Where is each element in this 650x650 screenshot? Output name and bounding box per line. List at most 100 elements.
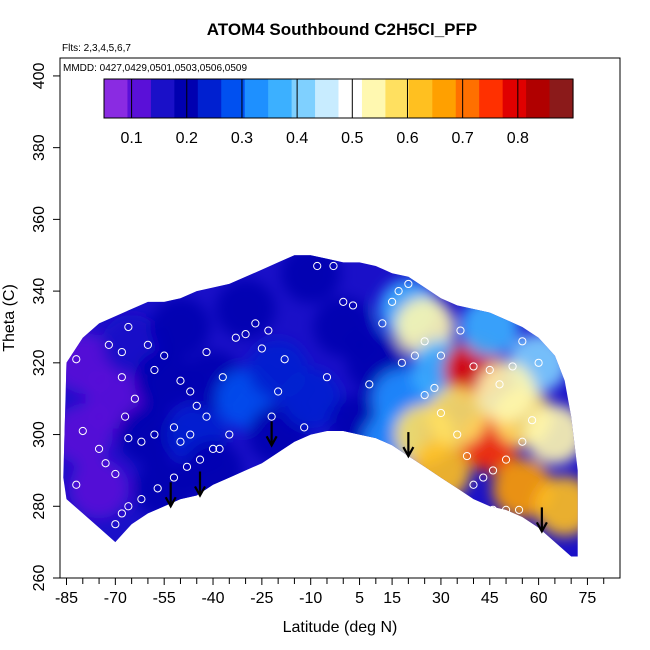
colorbar-segment — [127, 79, 152, 118]
arrow-marker — [535, 507, 548, 534]
sample-point — [488, 505, 498, 514]
sample-point — [365, 380, 374, 389]
sample-point — [322, 373, 332, 382]
colorbar-segment — [549, 79, 574, 118]
sample-point — [202, 347, 211, 357]
sample-point — [137, 495, 146, 504]
x-tick-label: -10 — [299, 590, 322, 607]
sample-point — [121, 412, 130, 421]
field-cell — [134, 350, 195, 411]
sample-point — [469, 362, 478, 371]
sample-point — [501, 505, 511, 514]
colorbar-tick-label: 0.1 — [120, 130, 142, 147]
field-cell — [524, 404, 578, 465]
colorbar-segment — [315, 79, 340, 118]
sample-point — [124, 434, 133, 443]
sample-point — [78, 426, 87, 436]
sample-point — [241, 330, 250, 339]
sample-point — [329, 261, 338, 271]
sample-point — [186, 387, 195, 396]
sample-point — [387, 297, 397, 306]
plot-area — [59, 57, 621, 579]
colorbar-tick-label: 0.2 — [176, 130, 198, 147]
y-tick-label: 360 — [31, 206, 48, 233]
sample-point — [231, 333, 240, 342]
sample-point — [225, 430, 234, 439]
sample-point — [420, 337, 429, 346]
sample-point — [485, 365, 494, 375]
sample-point — [195, 455, 205, 464]
field-cell — [215, 279, 276, 340]
y-tick-label: 280 — [31, 493, 48, 520]
colorbar-tick-label: 0.8 — [507, 130, 529, 147]
colorbar-tick-label: 0.5 — [341, 130, 363, 147]
sample-point — [215, 444, 224, 453]
sample-point — [160, 351, 169, 360]
field-cell — [150, 296, 211, 357]
sample-point — [182, 462, 192, 471]
y-tick-label: 380 — [31, 134, 48, 161]
sample-point — [267, 412, 276, 421]
sample-point — [124, 502, 133, 511]
colorbar-segment — [502, 79, 527, 118]
sample-point — [514, 505, 524, 514]
sample-point — [518, 337, 527, 346]
sample-point — [137, 437, 146, 446]
colorbar-segment — [268, 79, 293, 118]
sample-point — [186, 430, 195, 439]
sample-point — [101, 459, 110, 468]
chart-title: ATOM4 Southbound C2H5Cl_PFP — [207, 20, 477, 39]
sample-point — [348, 301, 358, 310]
field-cell — [280, 368, 341, 429]
sample-point — [436, 408, 446, 418]
x-tick-label: 15 — [383, 590, 401, 607]
colorbar-segment — [291, 79, 316, 118]
colorbar-segment — [244, 79, 269, 118]
sample-point — [410, 351, 419, 360]
sample-point — [339, 297, 348, 306]
sample-point — [257, 344, 266, 353]
sample-point — [436, 351, 446, 360]
sample-point — [192, 401, 201, 410]
colorbar-segment — [361, 79, 386, 118]
sample-point — [169, 473, 179, 482]
sample-point — [153, 484, 162, 493]
sample-point — [117, 509, 126, 518]
sample-point — [117, 347, 126, 357]
y-tick-label: 320 — [31, 349, 48, 376]
sample-point — [111, 520, 120, 529]
x-tick-label: -70 — [104, 590, 127, 607]
colorbar-segment — [104, 79, 129, 118]
sample-point — [202, 412, 211, 421]
x-tick-label: 30 — [432, 590, 450, 607]
x-axis-label: Latitude (deg N) — [283, 619, 398, 636]
colorbar-tick-label: 0.3 — [231, 130, 253, 147]
dates-note: MMDD: 0427,0429,0501,0503,0506,0509 — [63, 63, 247, 74]
sample-point — [453, 430, 462, 439]
colorbar-segment — [408, 79, 433, 118]
sample-point — [130, 394, 139, 403]
x-axis: -85 -70 -55 -40 -25 -10 5 15 30 45 60 75 — [55, 578, 605, 607]
sample-point — [495, 380, 504, 389]
sample-point — [420, 391, 429, 400]
colorbar-segment — [197, 79, 222, 118]
sample-point — [280, 355, 289, 364]
sample-point — [264, 326, 273, 335]
sample-point — [378, 319, 387, 328]
sample-point — [397, 358, 406, 367]
sample-point — [462, 451, 472, 461]
sample-point — [169, 423, 179, 432]
sample-point — [111, 469, 120, 479]
sample-point — [544, 330, 553, 339]
x-tick-label: 45 — [481, 590, 499, 607]
sample-point — [488, 466, 498, 475]
colorbar-tick-label: 0.6 — [396, 130, 418, 147]
arrow-marker — [265, 421, 278, 448]
field-cell — [69, 458, 130, 519]
sample-point — [313, 261, 322, 271]
sample-point — [501, 455, 511, 464]
field-cell — [427, 386, 488, 447]
x-tick-label: 60 — [530, 590, 548, 607]
sample-point — [94, 444, 104, 453]
sample-point — [117, 373, 126, 382]
